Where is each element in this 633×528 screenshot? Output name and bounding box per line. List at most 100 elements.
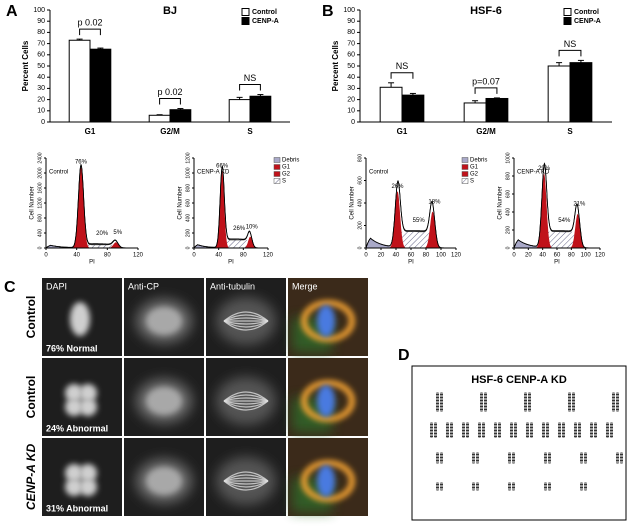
legend-label: S [282,179,286,185]
histogram-outline [193,165,268,249]
chromosome-band [572,403,575,404]
chromosome-band [440,403,443,404]
y-tick-label: 70 [37,40,45,47]
chromosome [580,482,583,491]
chromosome-band [578,424,581,425]
micrograph [42,278,122,356]
chromosome-band [436,409,439,410]
chromosome-band [546,430,549,431]
bar [569,62,593,123]
chromosome [472,482,475,491]
x-tick-label: 20 [378,253,385,259]
chromosome-band [466,433,469,434]
chromosome-band [430,427,433,428]
chromosome-band [578,427,581,428]
chromosome-band [524,403,527,404]
legend-label: Debris [470,158,487,164]
chromosome-band [436,400,439,401]
phase-percent: 10% [246,224,259,230]
chromosome-band [558,430,561,431]
y-tick-label: 800 [357,154,363,163]
phase-percent: 5% [113,230,122,236]
chromosome-band [462,424,465,425]
chromosome-band [478,427,481,428]
bar [485,97,509,123]
y-axis-label: Cell Number [350,186,356,219]
chromosome-band [616,460,619,461]
spindle-fiber [223,400,269,405]
micrograph [124,278,204,356]
chromosome-band [482,436,485,437]
chromosome [584,482,587,491]
chromosome-band [616,406,619,407]
y-tick-label: 600 [185,199,191,208]
chromosome-band [480,403,483,404]
column-header: Merge [292,281,318,291]
chromosome-band [568,403,571,404]
significance-label: p=0.07 [472,76,500,86]
chromosome-band [562,430,565,431]
chromosome-band [590,436,593,437]
y-tick-label: 2400 [37,152,43,163]
chromosome-band [526,436,529,437]
x-tick-label: 120 [263,253,274,259]
x-tick-label: 80 [240,253,247,259]
significance-bracket [79,28,101,36]
chromosome-band [434,436,437,437]
merge-dna [317,305,335,337]
chromosome-band [440,409,443,410]
panel-label: C [4,279,16,296]
x-tick-label: 20 [525,253,532,259]
chromosome-band [546,424,549,425]
chromosome-band [510,424,513,425]
g2-area [194,236,268,248]
x-tick-label: 120 [595,253,606,259]
y-axis-label: Percent Cells [21,40,30,91]
chromosome-band [568,397,571,398]
y-tick-label: 1600 [37,182,43,193]
chromosome-band [528,409,531,410]
legend-swatch [461,164,469,170]
chromosome-band [578,430,581,431]
chromosome-band [572,394,575,395]
chromosome-band [514,427,517,428]
chromosome-band [508,454,511,455]
x-axis-label: PI [408,260,414,266]
karyotype-frame [411,365,627,521]
y-tick-label: 60 [347,52,355,59]
chromosome-band [616,394,619,395]
chromosome-band [514,436,517,437]
bar [249,95,272,123]
merge-dna [317,465,335,497]
chromosome-band [584,457,587,458]
y-tick-label: 30 [347,85,355,92]
chromosome-band [512,487,515,488]
chromosome-band [450,436,453,437]
merge-dna [317,385,335,417]
legend-label: G2 [470,172,479,178]
x-tick-label: 0 [44,253,48,259]
chromosome-band [526,427,529,428]
g2-area [366,211,456,248]
chromosome-band [612,400,615,401]
y-tick-label: 20 [37,96,45,103]
spindle-fiber [223,480,269,485]
chromosome-band [610,430,613,431]
x-axis-label: PI [228,260,234,266]
chromosome-band [494,433,497,434]
chromosome-band [612,397,615,398]
chromosome-band [544,454,547,455]
chromosome-band [562,436,565,437]
row-label: Control [24,296,38,339]
g2-area [514,214,600,248]
bar [379,86,403,123]
histogram-outline [45,164,138,249]
significance-label: NS [244,73,257,83]
micrograph [206,358,286,436]
chromosome-band [476,484,479,485]
legend-label: G2 [282,172,291,178]
chromosome-band [450,424,453,425]
column-header: Anti-CP [128,281,159,291]
chromosome-band [512,457,515,458]
sample-label: CENP-A KD [197,170,230,176]
